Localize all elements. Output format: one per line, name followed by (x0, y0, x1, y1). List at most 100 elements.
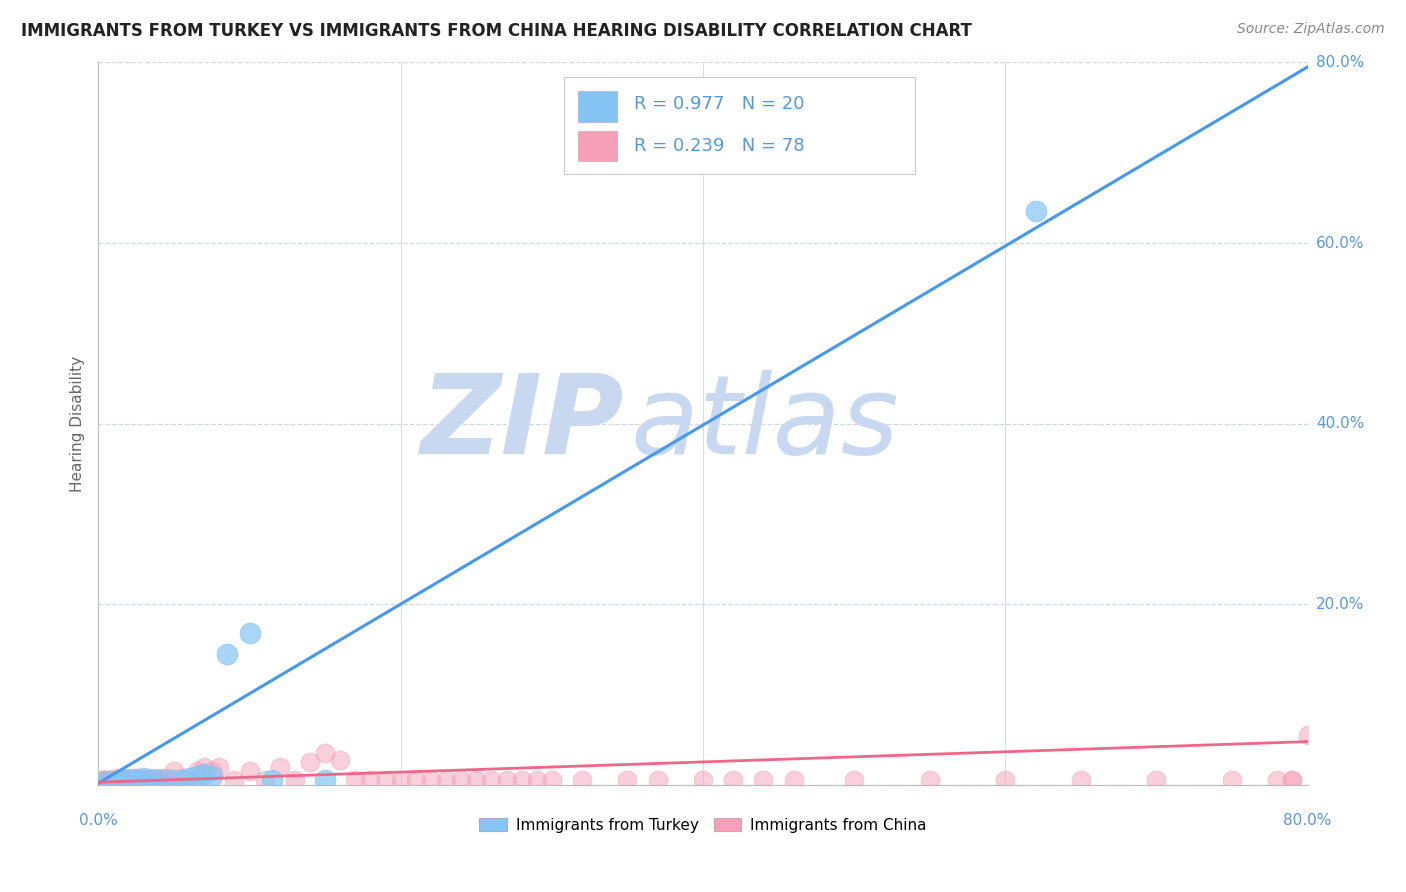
Point (139, 771, 162, 785)
Point (110, 773, 132, 788)
Point (179, 773, 201, 788)
Point (918, 773, 941, 788)
Point (127, 773, 149, 788)
Point (93, 773, 115, 788)
Point (262, 773, 284, 788)
Point (132, 771, 155, 785)
Point (163, 764, 186, 779)
Point (114, 771, 136, 785)
Point (90, 773, 112, 788)
Point (135, 773, 157, 788)
Text: 60.0%: 60.0% (1316, 235, 1364, 251)
Point (239, 626, 262, 640)
Point (481, 773, 503, 788)
Text: 0.0%: 0.0% (79, 813, 118, 828)
Point (201, 764, 224, 779)
Point (1281, 773, 1303, 788)
Point (405, 773, 427, 788)
Text: R = 0.239   N = 78: R = 0.239 N = 78 (634, 136, 804, 154)
Point (1070, 773, 1092, 788)
Point (100, 773, 122, 788)
Point (110, 773, 132, 788)
Text: R = 0.977   N = 20: R = 0.977 N = 20 (634, 95, 804, 113)
FancyBboxPatch shape (578, 91, 617, 121)
Point (540, 773, 562, 788)
Point (186, 764, 208, 779)
Point (108, 773, 131, 788)
Point (208, 760, 231, 774)
Point (112, 773, 135, 788)
Point (96, 773, 118, 788)
Point (692, 773, 714, 788)
Point (269, 760, 291, 774)
Point (450, 773, 472, 788)
Point (103, 775, 125, 789)
Point (170, 773, 193, 788)
Point (723, 773, 745, 788)
Text: 80.0%: 80.0% (1316, 55, 1364, 70)
Point (148, 773, 170, 788)
Point (1281, 773, 1303, 788)
Point (179, 771, 201, 785)
Point (121, 773, 143, 788)
Point (150, 771, 173, 785)
Point (156, 771, 179, 785)
Point (495, 773, 517, 788)
Point (148, 773, 170, 788)
Text: Source: ZipAtlas.com: Source: ZipAtlas.com (1237, 22, 1385, 37)
Point (374, 773, 396, 788)
FancyBboxPatch shape (564, 77, 915, 175)
Point (994, 773, 1017, 788)
Point (94, 773, 117, 788)
Point (783, 773, 806, 788)
Point (186, 769, 208, 783)
Point (98, 773, 121, 788)
Point (142, 773, 165, 788)
Point (844, 773, 866, 788)
Point (329, 753, 352, 767)
Text: IMMIGRANTS FROM TURKEY VS IMMIGRANTS FROM CHINA HEARING DISABILITY CORRELATION C: IMMIGRANTS FROM TURKEY VS IMMIGRANTS FRO… (21, 22, 972, 40)
Point (145, 771, 167, 785)
Point (299, 756, 322, 770)
Point (1296, 728, 1319, 742)
Point (114, 773, 136, 788)
Point (121, 773, 143, 788)
Point (420, 773, 443, 788)
Text: atlas: atlas (630, 370, 898, 477)
Point (94, 775, 117, 789)
Point (105, 771, 128, 785)
Point (224, 773, 246, 788)
Point (141, 773, 163, 788)
Point (360, 773, 382, 788)
Point (510, 773, 533, 788)
Point (465, 773, 488, 788)
Point (314, 747, 336, 761)
FancyBboxPatch shape (578, 131, 617, 161)
Point (571, 773, 593, 788)
Point (344, 773, 367, 788)
Point (111, 773, 134, 788)
Legend: Immigrants from Turkey, Immigrants from China: Immigrants from Turkey, Immigrants from … (472, 812, 934, 838)
Point (314, 773, 336, 788)
Point (170, 771, 193, 785)
Text: 80.0%: 80.0% (1284, 813, 1331, 828)
Point (160, 773, 183, 788)
Text: 20.0%: 20.0% (1316, 597, 1364, 612)
Point (239, 764, 262, 779)
Point (752, 773, 775, 788)
Point (647, 773, 669, 788)
Point (129, 771, 152, 785)
Point (215, 647, 238, 661)
Point (1267, 773, 1289, 788)
Point (101, 773, 124, 788)
Point (107, 773, 129, 788)
Y-axis label: Hearing Disability: Hearing Disability (69, 356, 84, 491)
Point (1144, 773, 1167, 788)
Point (434, 773, 457, 788)
Point (91, 773, 114, 788)
Point (616, 773, 638, 788)
Point (253, 773, 276, 788)
Point (193, 767, 215, 781)
Point (103, 773, 125, 788)
Point (1024, 204, 1046, 219)
